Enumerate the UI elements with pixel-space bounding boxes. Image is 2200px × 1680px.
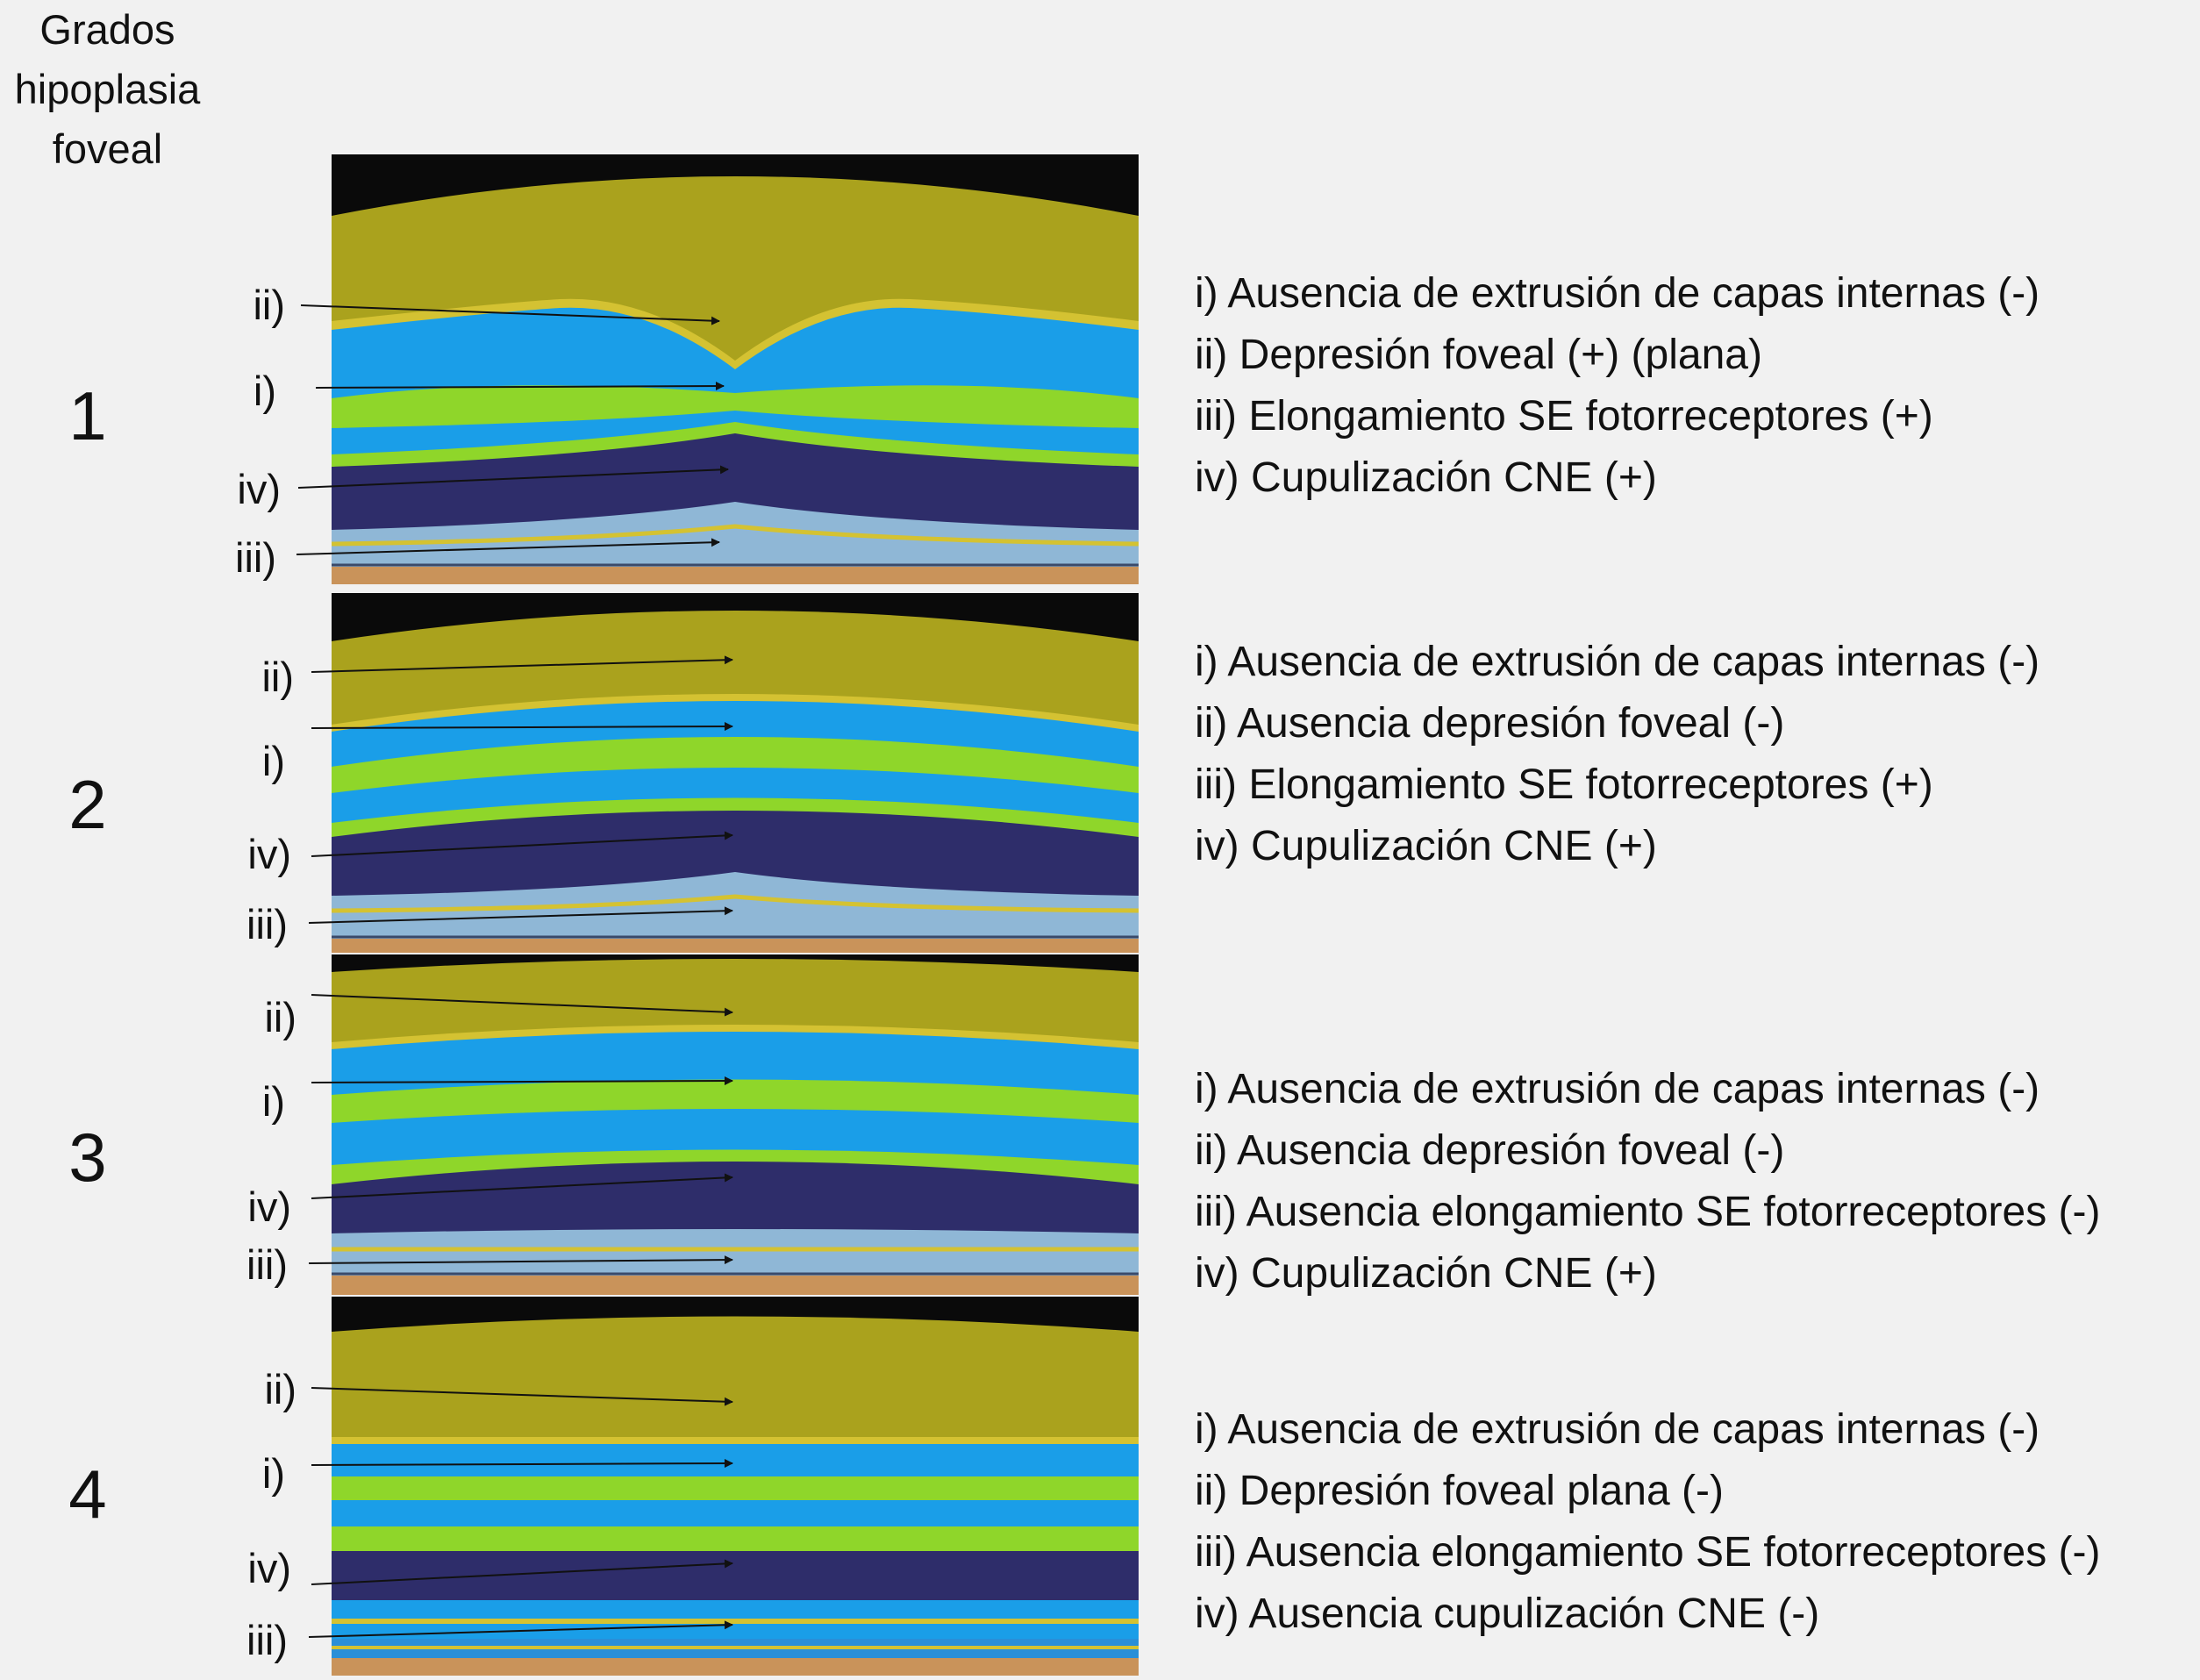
label-i-grade-4: i): [261, 1450, 285, 1497]
description-grade-1: i) Ausencia de extrusión de capas intern…: [1195, 263, 2039, 509]
label-i-grade-3: i): [261, 1078, 285, 1125]
description-item: iii) Elongamiento SE fotorreceptores (+): [1195, 393, 1933, 440]
header-line-1: Grados: [39, 6, 175, 53]
description-item: i) Ausencia de extrusión de capas intern…: [1195, 639, 2040, 685]
description-item: iv) Cupulización CNE (+): [1195, 454, 1657, 501]
description-item: iv) Ausencia cupulización CNE (-): [1195, 1591, 1820, 1637]
oct-panel-grade-1: [332, 154, 1139, 584]
header-line-2: hipoplasia: [14, 66, 201, 112]
label-iii-grade-2: iii): [246, 901, 288, 947]
label-iv-grade-4: iv): [247, 1545, 291, 1591]
oct-layers-grade-1: [332, 154, 1139, 584]
description-grade-2: i) Ausencia de extrusión de capas intern…: [1195, 632, 2039, 877]
oct-layers-grade-3: [332, 954, 1139, 1295]
column-header: Grados hipoplasia foveal: [0, 0, 215, 179]
description-item: ii) Depresión foveal (+) (plana): [1195, 332, 1762, 378]
description-item: iv) Cupulización CNE (+): [1195, 823, 1657, 869]
grade-number-2: 2: [68, 766, 107, 843]
description-item: ii) Ausencia depresión foveal (-): [1195, 1127, 1785, 1174]
label-ii-grade-3: ii): [264, 994, 296, 1040]
description-item: i) Ausencia de extrusión de capas intern…: [1195, 1406, 2040, 1453]
description-item: iii) Ausencia elongamiento SE fotorrecep…: [1195, 1189, 2101, 1235]
label-iv-grade-3: iv): [247, 1183, 291, 1230]
label-i-grade-1: i): [253, 368, 276, 414]
description-item: iii) Elongamiento SE fotorreceptores (+): [1195, 761, 1933, 808]
oct-layers-grade-4: [332, 1297, 1139, 1676]
description-grade-4: i) Ausencia de extrusión de capas intern…: [1195, 1399, 2101, 1645]
description-item: iii) Ausencia elongamiento SE fotorrecep…: [1195, 1529, 2101, 1576]
oct-panel-grade-3: [332, 954, 1139, 1295]
grade-number-4: 4: [68, 1455, 107, 1533]
label-ii-grade-4: ii): [264, 1366, 296, 1412]
label-iv-grade-2: iv): [247, 831, 291, 877]
description-item: iv) Cupulización CNE (+): [1195, 1250, 1657, 1297]
label-iii-grade-1: iii): [235, 534, 276, 581]
description-item: ii) Ausencia depresión foveal (-): [1195, 700, 1785, 747]
description-item: ii) Depresión foveal plana (-): [1195, 1468, 1724, 1514]
description-grade-3: i) Ausencia de extrusión de capas intern…: [1195, 1059, 2101, 1305]
oct-panel-grade-2: [332, 593, 1139, 953]
grade-number-1: 1: [68, 377, 107, 454]
header-line-3: foveal: [52, 125, 163, 172]
description-item: i) Ausencia de extrusión de capas intern…: [1195, 270, 2040, 317]
oct-layers-grade-2: [332, 593, 1139, 953]
label-ii-grade-2: ii): [261, 654, 294, 700]
grade-number-3: 3: [68, 1119, 107, 1196]
label-iv-grade-1: iv): [237, 466, 281, 512]
label-i-grade-2: i): [261, 738, 285, 784]
description-item: i) Ausencia de extrusión de capas intern…: [1195, 1066, 2040, 1112]
oct-panel-grade-4: [332, 1297, 1139, 1676]
label-ii-grade-1: ii): [253, 282, 285, 328]
label-iii-grade-4: iii): [246, 1617, 288, 1663]
label-iii-grade-3: iii): [246, 1241, 288, 1288]
